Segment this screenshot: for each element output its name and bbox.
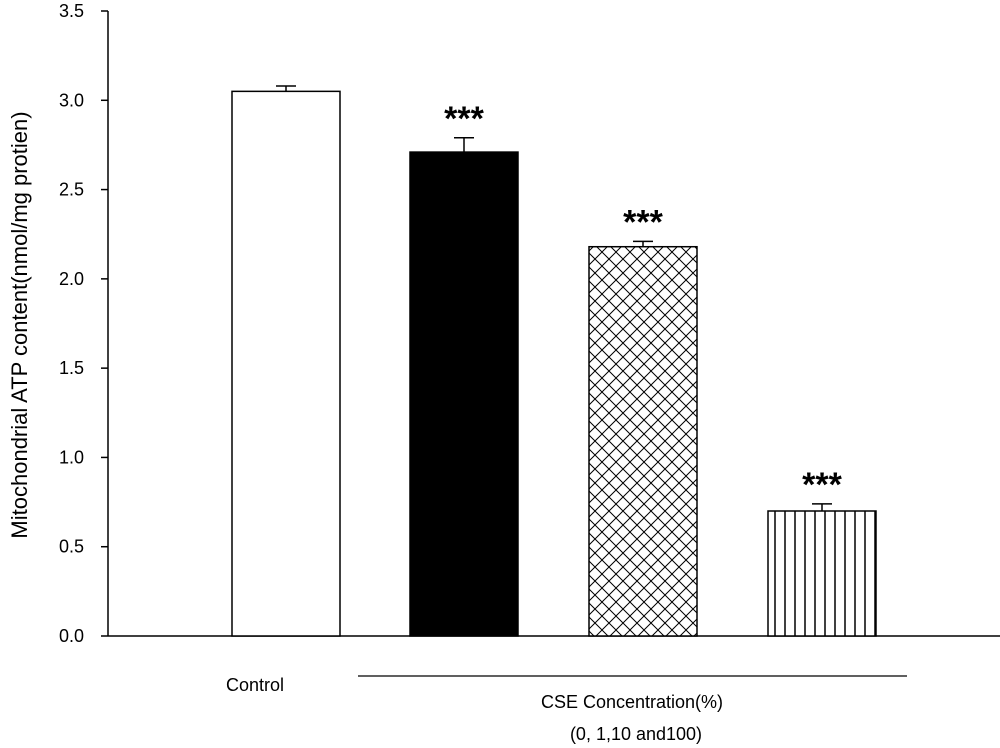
- y-tick-label: 1.5: [59, 358, 84, 378]
- y-axis-title: Mitochondrial ATP content(nmol/mg protie…: [7, 111, 32, 538]
- y-tick-label: 0.5: [59, 537, 84, 557]
- y-tick-label: 2.0: [59, 269, 84, 289]
- bar: [588, 245, 698, 637]
- y-tick-label: 3.0: [59, 90, 84, 110]
- bars: *** *** ***: [231, 85, 877, 637]
- significance-label: ***: [623, 203, 663, 241]
- significance-label: ***: [802, 466, 842, 504]
- y-tick-label: 2.5: [59, 180, 84, 200]
- y-axis: 0.0 0.5 1.0 1.5 2.0 2.5 3.0 3.5: [59, 1, 109, 646]
- control-group-label: Control: [226, 675, 284, 695]
- bar: [767, 510, 877, 637]
- cse-group-sublabel: (0, 1,10 and100): [570, 724, 702, 744]
- cse-group-label: CSE Concentration(%): [541, 692, 723, 712]
- significance-label: ***: [444, 100, 484, 138]
- bar: [231, 90, 341, 637]
- y-tick-label: 0.0: [59, 626, 84, 646]
- y-tick-label: 3.5: [59, 1, 84, 21]
- y-tick-label: 1.0: [59, 447, 84, 467]
- bar: [409, 151, 519, 637]
